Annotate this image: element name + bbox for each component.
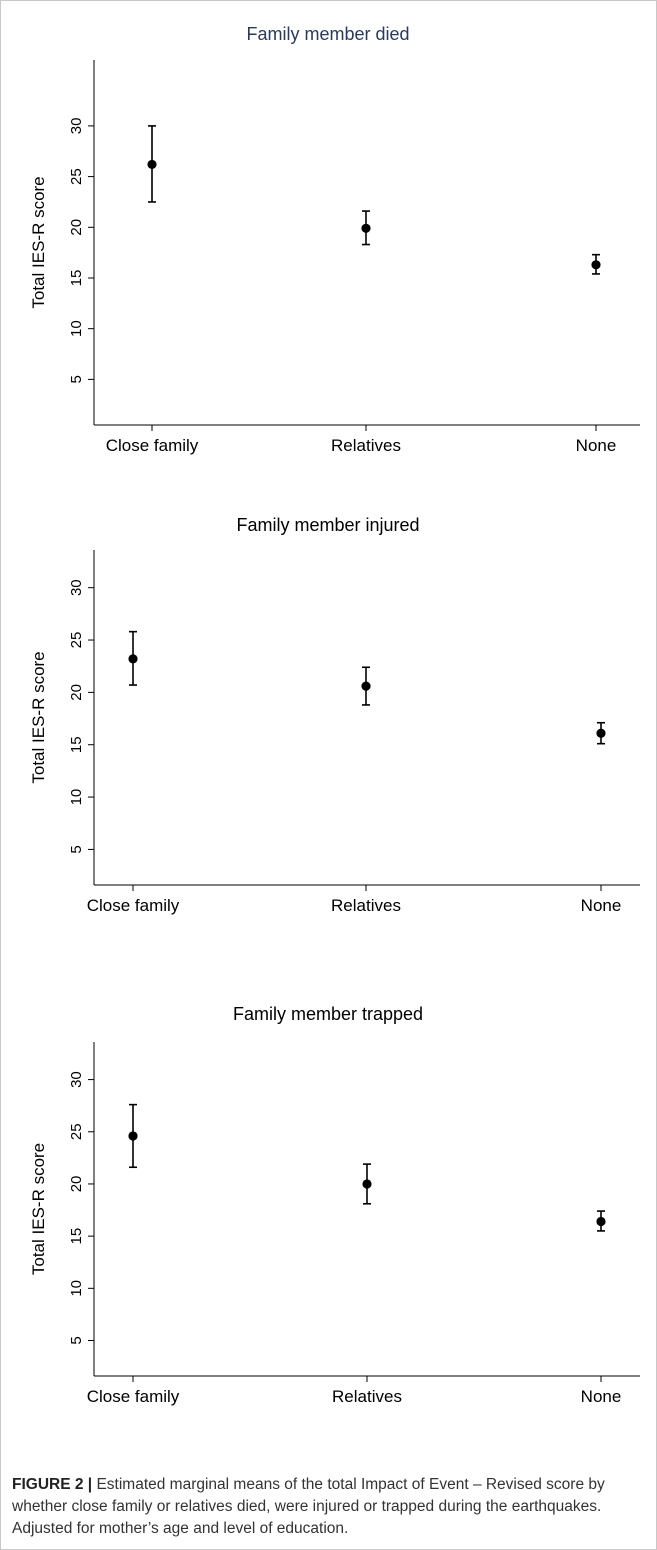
x-category-label: None bbox=[576, 436, 617, 455]
x-category-label: Relatives bbox=[332, 1387, 402, 1406]
data-point bbox=[361, 681, 371, 691]
y-tick-label: 5 bbox=[68, 375, 85, 383]
y-tick-label: 30 bbox=[68, 118, 85, 135]
y-tick-label: 20 bbox=[68, 684, 85, 701]
chart-title: Family member injured bbox=[236, 515, 419, 535]
x-category-label: None bbox=[581, 896, 622, 915]
y-tick-label: 15 bbox=[68, 1228, 85, 1245]
chart-panel-died: Family member died 5 10 15 20 25 30 Total IES-R… bbox=[0, 0, 657, 470]
y-tick-label: 30 bbox=[68, 1071, 85, 1088]
y-tick-label: 5 bbox=[68, 1336, 85, 1344]
x-category-label: Close family bbox=[87, 896, 180, 915]
y-tick-label: 15 bbox=[68, 270, 85, 287]
chart-title: Family member died bbox=[246, 24, 409, 44]
data-point bbox=[147, 159, 157, 170]
y-axis-label: Total IES-R score bbox=[29, 1143, 48, 1275]
y-tick-label: 25 bbox=[68, 168, 85, 185]
x-category-label: None bbox=[581, 1387, 622, 1406]
data-point bbox=[128, 654, 138, 664]
chart-panel-injured: Family member injured 5 10 15 20 25 30 Total IE… bbox=[0, 490, 657, 950]
x-category-label: Relatives bbox=[331, 436, 401, 455]
caption-label: FIGURE 2 | bbox=[12, 1476, 93, 1493]
chart-title: Family member trapped bbox=[233, 1004, 423, 1024]
chart-injured: Family member injured 5 10 15 20 25 30 Total IE… bbox=[29, 515, 640, 915]
data-point bbox=[361, 223, 371, 233]
x-category-label: Close family bbox=[87, 1387, 180, 1406]
chart-panel-trapped: Family member trapped 5 10 15 20 25 30 Total IE… bbox=[0, 990, 657, 1450]
y-tick-label: 10 bbox=[68, 1280, 85, 1297]
y-tick-label: 20 bbox=[68, 219, 85, 236]
chart-died: Family member died 5 10 15 20 25 30 Total IES-R… bbox=[29, 24, 640, 455]
data-point bbox=[596, 728, 606, 738]
data-point bbox=[596, 1216, 606, 1227]
y-tick-label: 15 bbox=[68, 736, 85, 753]
y-tick-label: 5 bbox=[68, 845, 85, 853]
data-point bbox=[362, 1179, 372, 1189]
y-axis-label: Total IES-R score bbox=[29, 176, 48, 308]
caption-text: Estimated marginal means of the total Im… bbox=[12, 1476, 605, 1537]
y-tick-label: 25 bbox=[68, 1123, 85, 1140]
x-category-label: Relatives bbox=[331, 896, 401, 915]
chart-trapped: Family member trapped 5 10 15 20 25 30 Total IE… bbox=[29, 1004, 640, 1406]
data-point bbox=[591, 260, 601, 270]
y-axis-label: Total IES-R score bbox=[29, 651, 48, 783]
figure-caption: FIGURE 2 | Estimated marginal means of t… bbox=[12, 1474, 648, 1540]
y-tick-label: 20 bbox=[68, 1176, 85, 1193]
data-point bbox=[128, 1131, 138, 1141]
y-tick-label: 10 bbox=[68, 789, 85, 806]
y-tick-label: 10 bbox=[68, 320, 85, 337]
y-tick-label: 30 bbox=[68, 579, 85, 596]
x-category-label: Close family bbox=[106, 436, 199, 455]
y-tick-label: 25 bbox=[68, 632, 85, 649]
